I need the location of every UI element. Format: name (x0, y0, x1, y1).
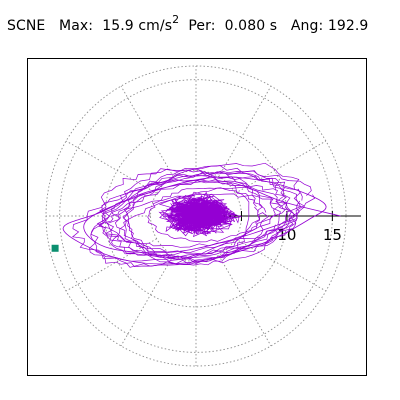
trace-loop-3 (90, 162, 301, 268)
grid-spoke-330 (235, 238, 327, 292)
max-value: 15.9 (102, 18, 134, 34)
trace-loop-2 (98, 193, 295, 248)
angle-value: 192.9 (327, 18, 369, 34)
peak-marker (51, 244, 59, 252)
trace-loop-11 (89, 170, 285, 267)
max-unit-exponent: 2 (172, 13, 180, 26)
trace-loop-13 (99, 171, 305, 259)
grid-spoke-60 (218, 85, 272, 177)
trace-loop-7 (147, 187, 264, 243)
period-value: 0.080 s (224, 18, 278, 34)
peak-marker-layer (51, 244, 59, 252)
grid-spoke-300 (218, 255, 272, 347)
trace-outer-loops (62, 176, 341, 265)
station-code: SCNE (7, 18, 46, 34)
period-label: Per: (188, 18, 216, 34)
grid-spoke-30 (235, 140, 327, 194)
max-unit: cm/s (138, 18, 173, 34)
axis-tick-label-15: 15 (323, 226, 342, 244)
grid-spoke-150 (65, 140, 157, 194)
trace-loop-14 (122, 175, 269, 266)
trace-core (158, 191, 242, 238)
particle-motion-trace (62, 162, 341, 268)
max-label: Max: (59, 18, 94, 34)
angle-label: Ang: (290, 18, 324, 34)
plot-frame (27, 58, 367, 376)
trace-loop-10 (123, 169, 261, 260)
grid-spoke-240 (120, 255, 174, 347)
chart-header: SCNE Max: 15.9 cm/s2 Per: 0.080 s Ang: 1… (7, 13, 369, 34)
grid-spoke-120 (120, 85, 174, 177)
grid-spoke-210 (65, 238, 157, 292)
